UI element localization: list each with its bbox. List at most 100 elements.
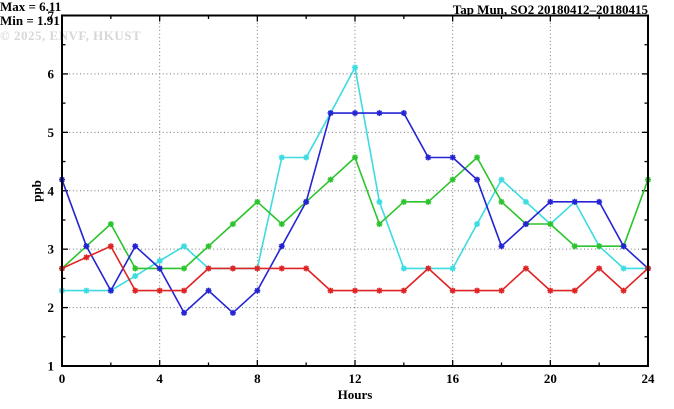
red-series-marker (108, 243, 114, 249)
red-series-marker (352, 287, 358, 294)
green-series-marker (352, 154, 358, 161)
y-tick-label: 2 (48, 300, 55, 315)
y-tick-label: 6 (48, 66, 55, 81)
green-series-marker (498, 199, 505, 205)
green-series-marker (327, 176, 334, 183)
watermark: © 2025, ENVF, HKUST (0, 28, 142, 43)
red-series-marker (303, 265, 309, 272)
max-min-annotation: Max = 6.11 Min = 1.91 (0, 0, 674, 28)
plot-border (61, 14, 649, 367)
green-series-marker (401, 199, 407, 205)
cyan-series-marker (498, 176, 505, 183)
blue-series-marker (205, 287, 212, 294)
red-series-marker (425, 265, 431, 272)
green-series-marker (181, 265, 187, 272)
blue-series-marker (449, 154, 456, 161)
red-series-marker (498, 287, 505, 294)
blue-series-marker (83, 243, 90, 249)
green-series-marker (425, 199, 431, 205)
red-series-marker (83, 254, 90, 261)
green-series-marker (547, 221, 554, 227)
red-series-marker (156, 287, 163, 294)
cyan-series-marker (352, 64, 358, 71)
red-series-marker (327, 287, 334, 294)
red-series-marker (547, 287, 554, 294)
cyan-series-marker (620, 265, 627, 272)
max-value-label: Max = 6.11 (0, 0, 62, 14)
blue-series-marker (596, 199, 602, 205)
blue-series-marker (376, 110, 383, 116)
blue-series-marker (498, 243, 505, 249)
x-tick-label: 0 (59, 371, 66, 386)
blue-series-marker (279, 243, 285, 249)
chart-title: Tap Mun, SO2 20180412–20180415 (452, 2, 648, 17)
red-series-marker (620, 287, 627, 294)
cyan-series-marker (401, 265, 407, 272)
blue-series-marker (108, 287, 114, 294)
x-tick-label: 16 (446, 371, 460, 386)
y-tick-label: 4 (48, 183, 55, 198)
blue-series-marker (547, 199, 554, 205)
blue-series-marker (303, 199, 309, 205)
red-series-marker (205, 265, 212, 272)
x-tick-label: 24 (642, 371, 656, 386)
green-series-marker (132, 265, 138, 272)
blue-series-marker (425, 154, 431, 161)
blue-series-marker (620, 243, 627, 249)
blue-series-marker (181, 310, 187, 316)
green-series-marker (279, 221, 285, 227)
red-series-marker (572, 287, 578, 294)
green-series-marker (572, 243, 578, 249)
red-series-marker (596, 265, 602, 272)
red-series-marker (401, 287, 407, 294)
red-series-marker (230, 265, 236, 272)
red-series-marker (181, 287, 187, 294)
red-series-markers (59, 243, 651, 294)
y-tick-label: 5 (48, 125, 55, 140)
green-series-marker (230, 221, 236, 227)
y-tick-label: 1 (48, 359, 55, 374)
blue-series-marker (230, 310, 236, 316)
x-tick-label: 20 (544, 371, 557, 386)
red-series-marker (474, 287, 480, 294)
green-series-marker (596, 243, 602, 249)
blue-series-marker (401, 110, 407, 116)
blue-series-marker (523, 221, 529, 227)
cyan-series-marker (474, 221, 480, 227)
red-series-marker (523, 265, 529, 272)
cyan-series-marker (303, 154, 309, 161)
blue-series-markers (59, 110, 651, 316)
green-series-marker (376, 221, 383, 227)
red-series-marker (449, 287, 456, 294)
x-tick-label: 4 (156, 371, 163, 386)
blue-series-marker (327, 110, 334, 116)
cyan-series-marker (83, 287, 90, 294)
y-tick-label: 7 (48, 8, 55, 23)
cyan-series-marker (449, 265, 456, 272)
blue-series-marker (156, 265, 163, 272)
blue-series-marker (474, 176, 480, 183)
y-tick-label: 3 (48, 242, 55, 257)
green-series-marker (254, 199, 261, 205)
x-tick-label: 8 (254, 371, 261, 386)
blue-series-marker (132, 243, 138, 249)
min-value-label: Min = 1.91 (0, 13, 60, 28)
red-series-marker (254, 265, 261, 272)
blue-series-marker (352, 110, 358, 116)
cyan-series-marker (156, 258, 163, 264)
y-axis-title: ppb (29, 180, 44, 202)
x-axis-title: Hours (337, 387, 373, 402)
cyan-series-marker (523, 199, 529, 205)
cyan-series-marker (181, 243, 187, 249)
green-series-marker (205, 243, 212, 249)
red-series-marker (132, 287, 138, 294)
blue-series-marker (572, 199, 578, 205)
green-series-marker (108, 221, 114, 227)
x-tick-label: 12 (349, 371, 362, 386)
blue-series-marker (254, 287, 261, 294)
green-series-marker (474, 154, 480, 161)
green-series-marker (449, 176, 456, 183)
cyan-series-marker (279, 154, 285, 161)
